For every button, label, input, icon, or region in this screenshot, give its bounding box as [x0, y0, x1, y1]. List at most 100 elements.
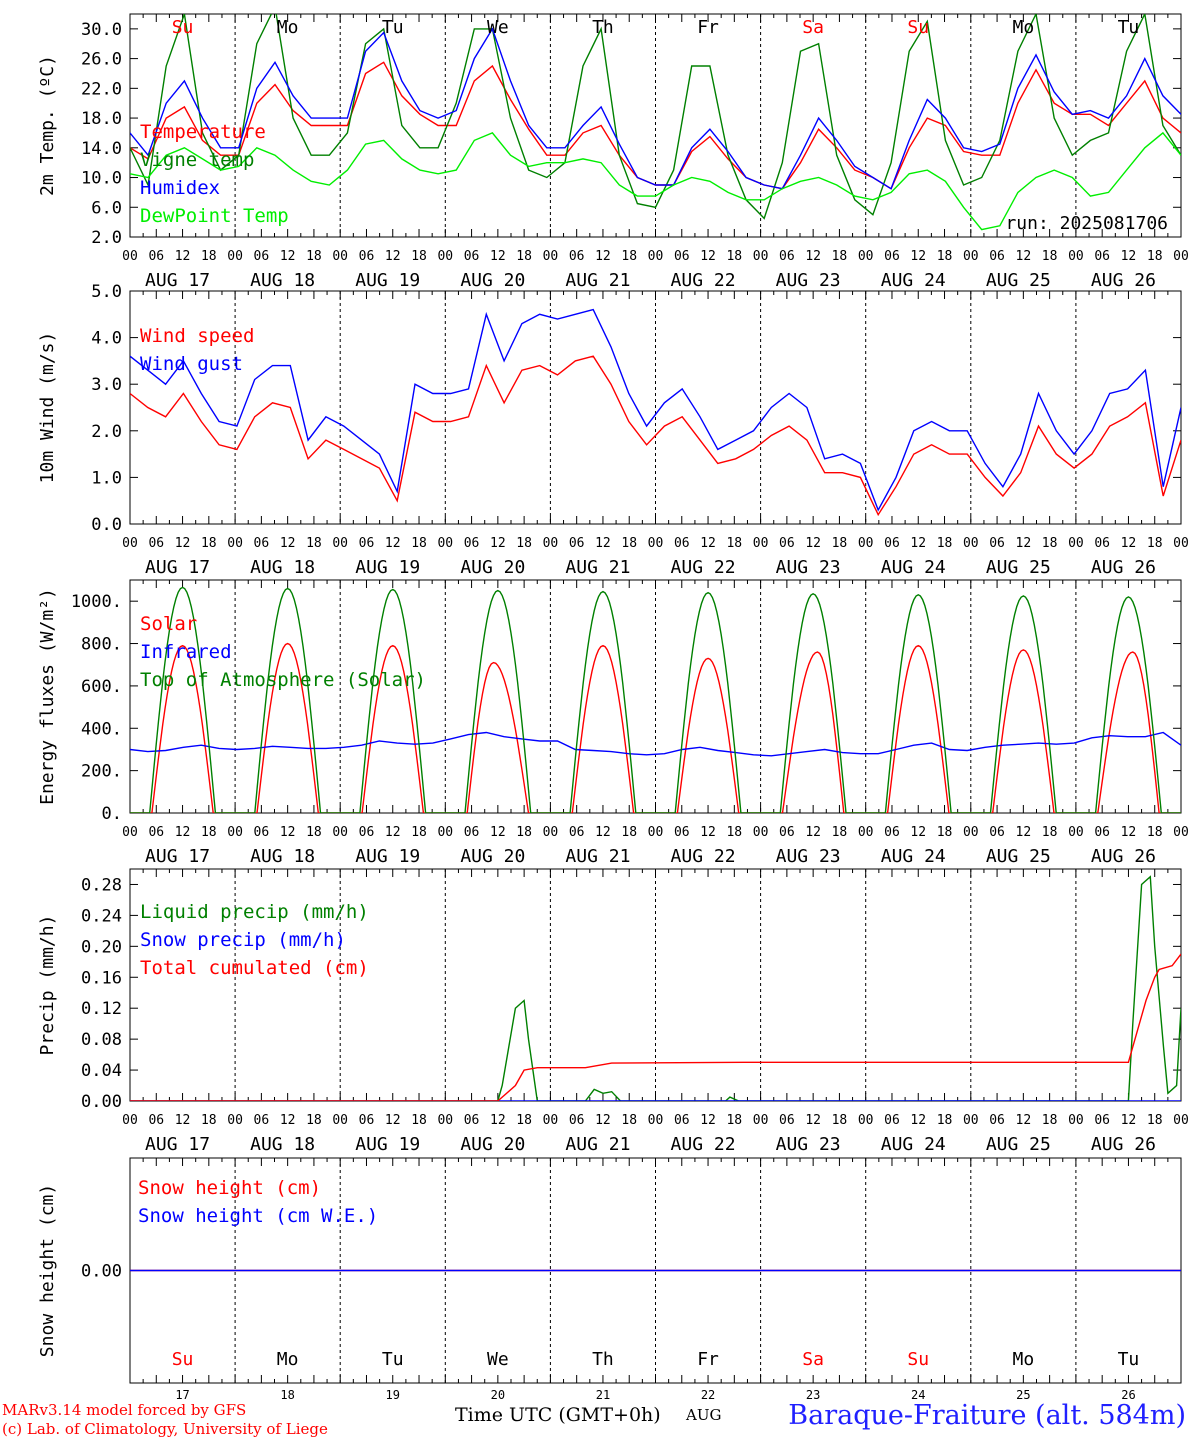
hour-tick-label: 12 [595, 1113, 611, 1128]
chart-panel-3: 0. 200. 400. 600. 800. 1000. Energy fluxes (W/… [37, 579, 1189, 867]
hour-tick-label: 00 [648, 536, 664, 551]
hour-tick-label: 00 [332, 536, 348, 551]
hour-tick-label: 06 [884, 536, 900, 551]
hour-tick-label: 18 [1147, 825, 1163, 840]
series-line-top-of-atmosphere-solar- [130, 586, 1181, 813]
weekday-label: Tu [382, 17, 404, 38]
hour-tick-label: 00 [963, 536, 979, 551]
date-label: AUG 22 [671, 1134, 736, 1155]
hour-tick-label: 00 [858, 249, 874, 264]
hour-tick-label: 06 [464, 536, 480, 551]
date-label: AUG 24 [881, 846, 946, 867]
y-tick-label: 26.0 [81, 50, 122, 70]
y-tick-label: 800. [81, 635, 122, 655]
weekday-label: Sa [802, 1349, 824, 1370]
hour-tick-label: 06 [1094, 1113, 1110, 1128]
hour-tick-label: 18 [726, 249, 742, 264]
y-tick-label: 0.00 [81, 1262, 122, 1282]
hour-tick-label: 18 [306, 1113, 322, 1128]
hour-tick-label: 18 [726, 825, 742, 840]
hour-tick-label: 18 [937, 1113, 953, 1128]
hour-tick-label: 12 [490, 249, 506, 264]
hour-tick-label: 06 [254, 825, 270, 840]
hour-tick-label: 00 [1068, 825, 1084, 840]
y-tick-label: 3.0 [91, 375, 122, 395]
hour-tick-label: 06 [359, 249, 375, 264]
lab-credit: (c) Lab. of Climatology, University of L… [2, 1420, 328, 1438]
hour-tick-label: 06 [148, 249, 164, 264]
date-label: AUG 20 [460, 270, 525, 291]
date-label: AUG 19 [355, 1134, 420, 1155]
y-tick-label: 1.0 [91, 468, 122, 488]
date-label: AUG 19 [355, 557, 420, 578]
hour-tick-label: 12 [910, 536, 926, 551]
date-label: AUG 25 [986, 846, 1051, 867]
date-label: AUG 24 [881, 1134, 946, 1155]
hour-tick-label: 18 [937, 536, 953, 551]
date-label: AUG 23 [776, 1134, 841, 1155]
day-number-label: 24 [911, 1388, 925, 1402]
day-number-label: 23 [806, 1388, 820, 1402]
hour-tick-label: 12 [1121, 825, 1137, 840]
y-tick-label: 0.28 [81, 875, 122, 895]
y-tick-label: 18.0 [81, 109, 122, 129]
hour-tick-label: 00 [122, 825, 138, 840]
y-tick-label: 0.24 [81, 906, 122, 926]
hour-tick-label: 18 [621, 1113, 637, 1128]
hour-tick-label: 18 [201, 825, 217, 840]
hour-tick-label: 00 [1173, 249, 1189, 264]
hour-tick-label: 12 [1121, 249, 1137, 264]
hour-tick-label: 18 [832, 825, 848, 840]
hour-tick-label: 12 [595, 249, 611, 264]
hour-tick-label: 18 [621, 536, 637, 551]
hour-tick-label: 12 [1016, 249, 1032, 264]
weekday-label: Sa [802, 17, 824, 38]
hour-tick-label: 12 [175, 249, 191, 264]
chart-panel-1: 2.0 6.0 10.0 14.0 18.0 22.0 26.0 30.0 2m Temp. (… [37, 13, 1189, 291]
hour-tick-label: 18 [516, 536, 532, 551]
day-number-label: 25 [1016, 1388, 1030, 1402]
series-line-dewpoint-temp [130, 131, 1181, 231]
hour-tick-label: 00 [753, 825, 769, 840]
hour-tick-label: 06 [674, 536, 690, 551]
series-line-solar [130, 642, 1181, 813]
hour-tick-label: 00 [963, 249, 979, 264]
chart-panel-4: 0.00 0.04 0.08 0.12 0.16 0.20 0.24 0.28 Precip (… [37, 868, 1189, 1155]
hour-tick-label: 00 [753, 1113, 769, 1128]
y-tick-label: 0.12 [81, 999, 122, 1019]
hour-tick-label: 06 [569, 825, 585, 840]
series-line-total-cumulated-cm- [130, 953, 1181, 1101]
hour-tick-label: 00 [543, 536, 559, 551]
hour-tick-label: 00 [648, 1113, 664, 1128]
hour-tick-label: 18 [1042, 249, 1058, 264]
hour-tick-label: 00 [858, 1113, 874, 1128]
y-tick-label: 200. [81, 762, 122, 782]
date-label: AUG 21 [565, 1134, 630, 1155]
series-line-liquid-precip-mm-h- [130, 875, 1181, 1101]
date-label: AUG 25 [986, 270, 1051, 291]
day-number-label: 18 [280, 1388, 294, 1402]
hour-tick-label: 12 [805, 1113, 821, 1128]
hour-tick-label: 12 [910, 825, 926, 840]
weekday-label: Fr [697, 1349, 719, 1370]
hour-tick-label: 00 [648, 825, 664, 840]
hour-tick-label: 18 [516, 1113, 532, 1128]
hour-tick-label: 06 [148, 536, 164, 551]
hour-tick-label: 06 [254, 249, 270, 264]
series-group [130, 308, 1181, 517]
hour-tick-label: 00 [543, 249, 559, 264]
hour-tick-label: 00 [227, 536, 243, 551]
legend-entry: Total cumulated (cm) [140, 957, 369, 979]
y-tick-label: 30.0 [81, 20, 122, 40]
hour-tick-label: 06 [148, 1113, 164, 1128]
hour-tick-label: 18 [832, 249, 848, 264]
hour-tick-label: 18 [1042, 825, 1058, 840]
legend-entry: Vigne temp [140, 149, 254, 171]
date-label: AUG 18 [250, 557, 315, 578]
legend-entry: Temperature [140, 121, 266, 143]
hour-tick-label: 00 [963, 825, 979, 840]
hour-tick-label: 06 [359, 536, 375, 551]
hour-tick-label: 06 [464, 249, 480, 264]
date-label: AUG 18 [250, 270, 315, 291]
